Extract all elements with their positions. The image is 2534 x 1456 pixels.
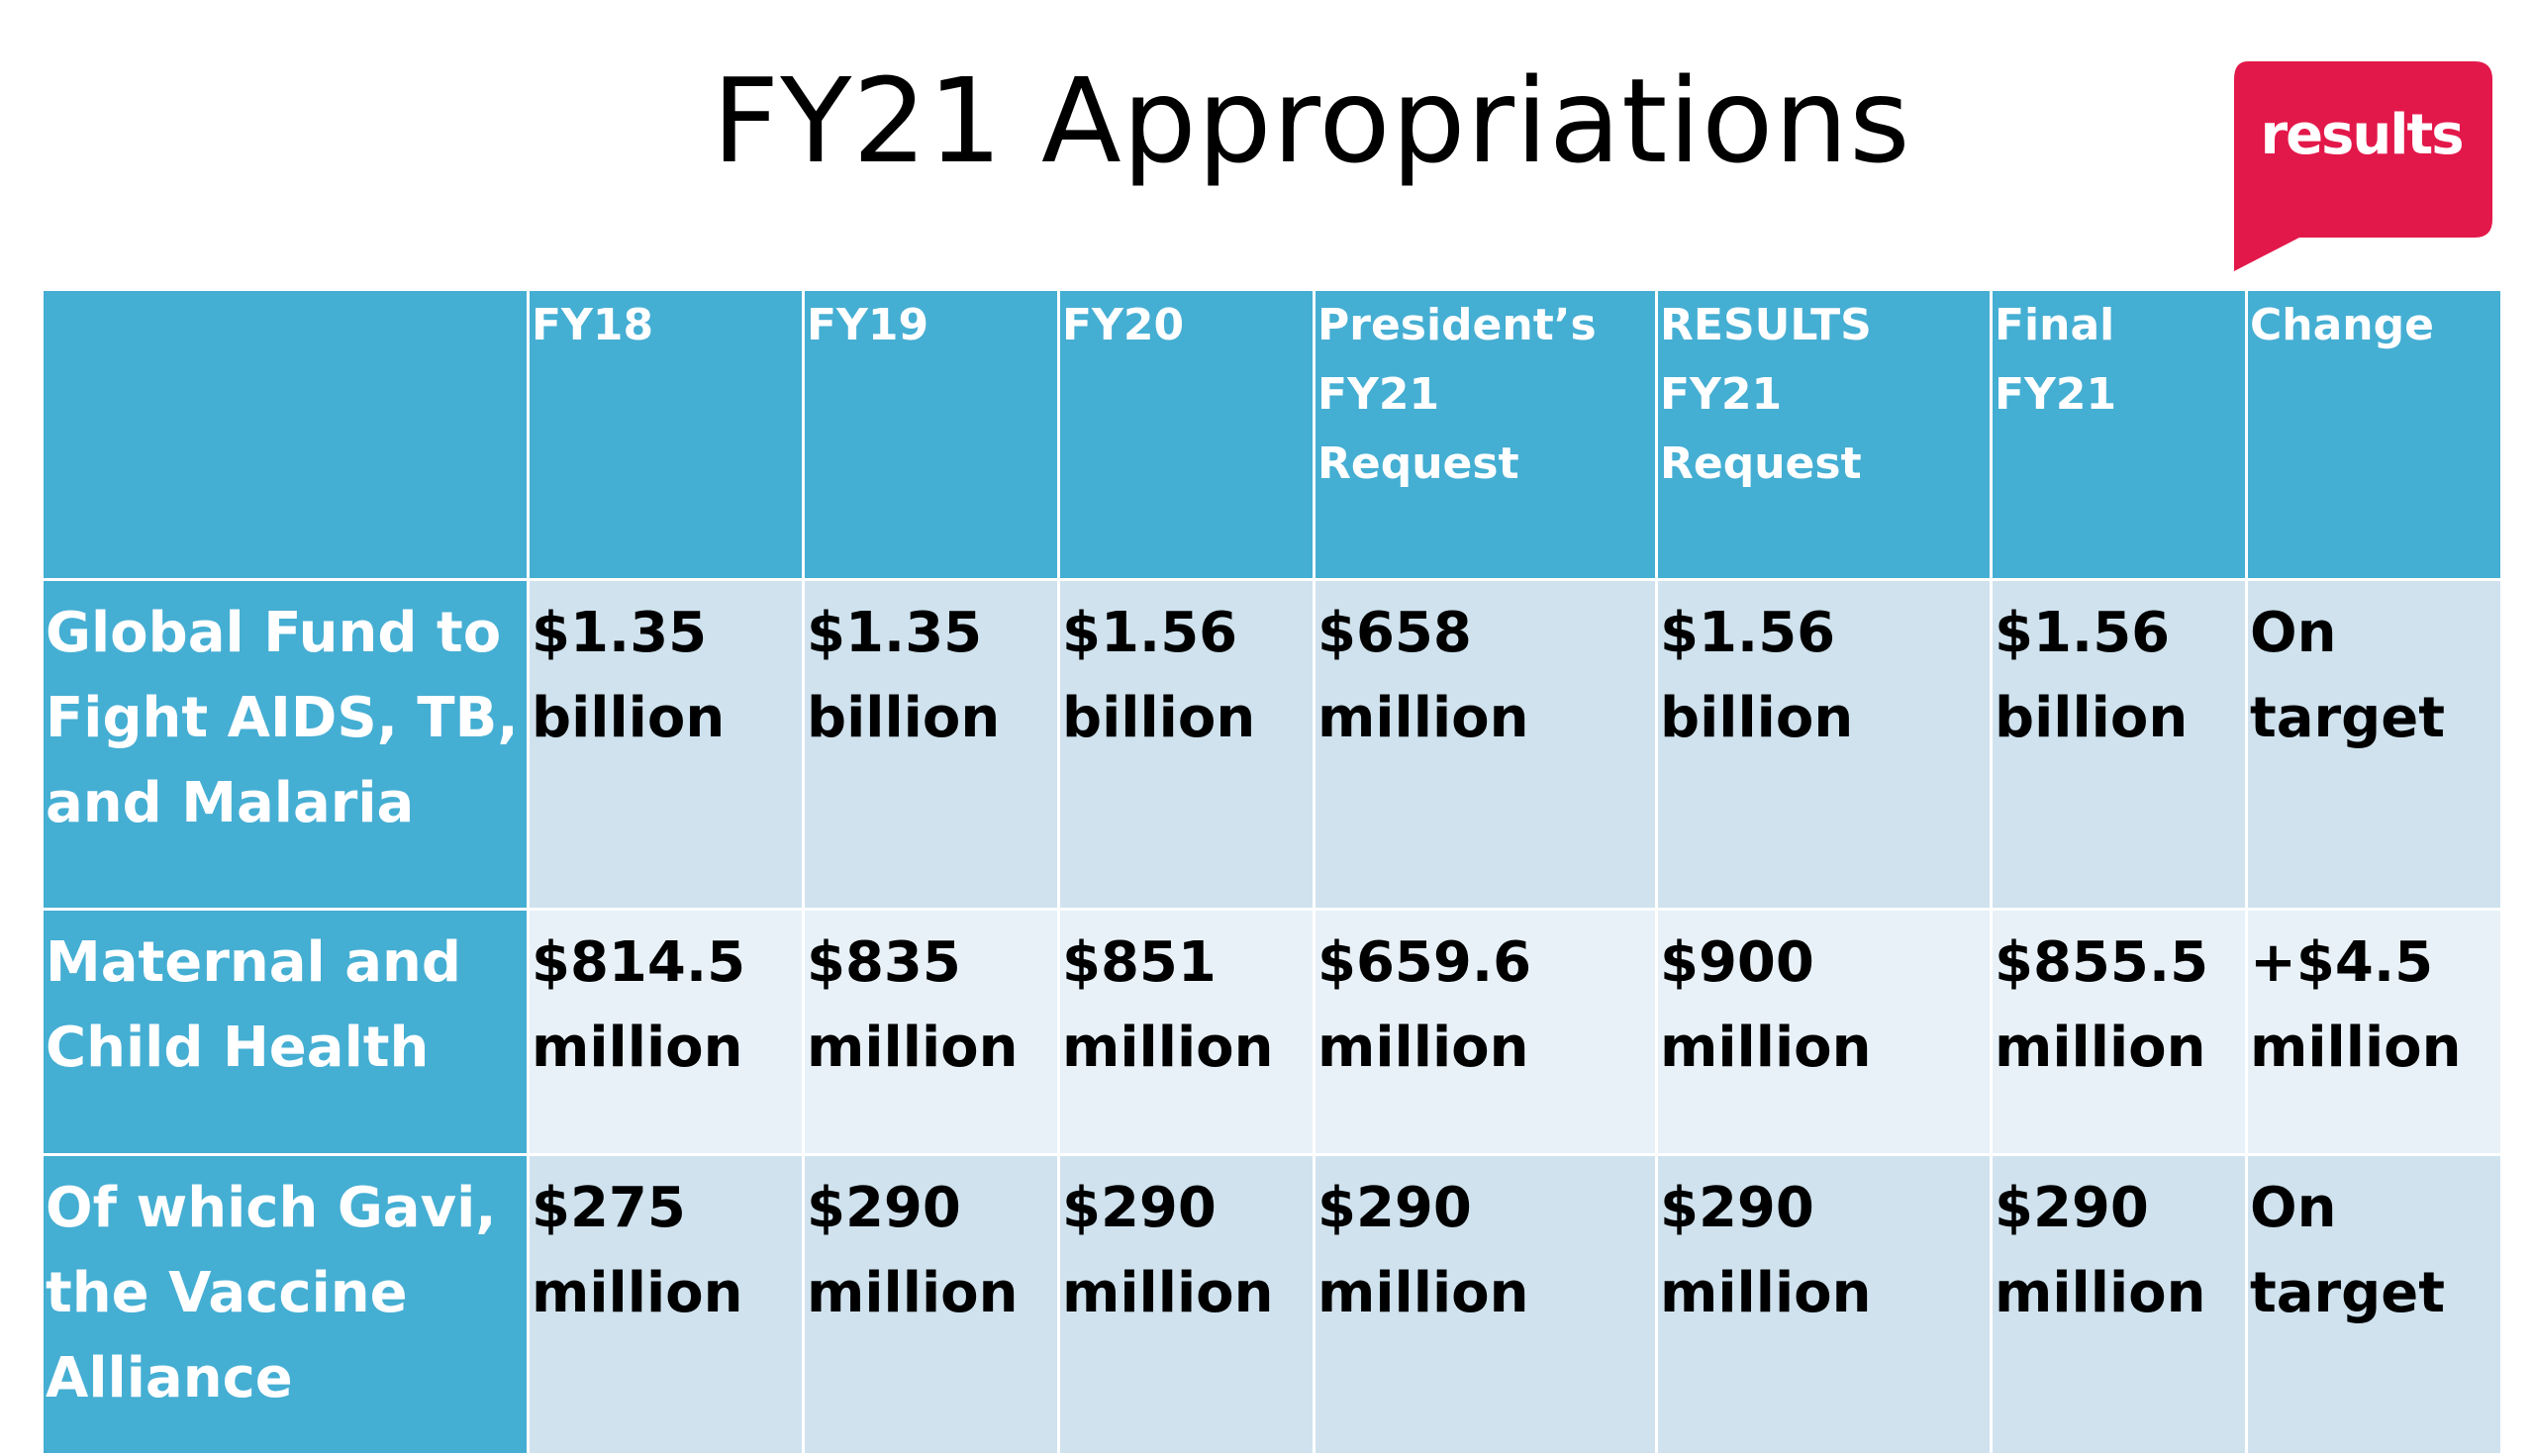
header-cell-fy19: FY19 <box>802 288 1060 581</box>
table-cell: $290 million <box>802 1153 1060 1456</box>
header-cell-change: Change <box>2245 288 2503 581</box>
table-cell: On target <box>2245 578 2503 911</box>
header-cell-fy18: FY18 <box>527 288 805 581</box>
row-label-maternal-child-health: Maternal and Child Health <box>41 908 530 1156</box>
header-cell-final-fy21: Final FY21 <box>1990 288 2248 581</box>
table-cell: $855.5 million <box>1990 908 2248 1156</box>
table-cell: $1.56 billion <box>1655 578 1993 911</box>
table-row: Of which Gavi, the Vaccine Alliance $275… <box>41 1153 2503 1456</box>
results-logo: results <box>2230 61 2492 273</box>
logo-text: results <box>2260 103 2464 167</box>
header-cell-blank <box>41 288 530 581</box>
header-cell-results-request: RESULTS FY21 Request <box>1655 288 1993 581</box>
table-cell: $814.5 million <box>527 908 805 1156</box>
table-header-row: FY18 FY19 FY20 President’s FY21 Request … <box>41 288 2503 581</box>
table-cell: $659.6 million <box>1313 908 1658 1156</box>
header-cell-presidents-request: President’s FY21 Request <box>1313 288 1658 581</box>
table-cell: $851 million <box>1057 908 1316 1156</box>
table-cell: $1.56 billion <box>1057 578 1316 911</box>
table-cell: $290 million <box>1655 1153 1993 1456</box>
header-cell-fy20: FY20 <box>1057 288 1316 581</box>
table-row: Global Fund to Fight AIDS, TB, and Malar… <box>41 578 2503 911</box>
row-label-global-fund: Global Fund to Fight AIDS, TB, and Malar… <box>41 578 530 911</box>
table-cell: $290 million <box>1313 1153 1658 1456</box>
table-cell: On target <box>2245 1153 2503 1456</box>
table-cell: $835 million <box>802 908 1060 1156</box>
table-row: Maternal and Child Health $814.5 million… <box>41 908 2503 1156</box>
table-cell: $275 million <box>527 1153 805 1456</box>
table-cell: $290 million <box>1057 1153 1316 1456</box>
table-cell: $290 million <box>1990 1153 2248 1456</box>
logo-speech-bubble-icon <box>2234 61 2492 271</box>
table-cell: $1.35 billion <box>527 578 805 911</box>
table-cell: $1.56 billion <box>1990 578 2248 911</box>
appropriations-table: FY18 FY19 FY20 President’s FY21 Request … <box>41 288 2503 1456</box>
table-cell: $900 million <box>1655 908 1993 1156</box>
table-cell: +$4.5 million <box>2245 908 2503 1156</box>
row-label-gavi: Of which Gavi, the Vaccine Alliance <box>41 1153 530 1456</box>
table-cell: $658 million <box>1313 578 1658 911</box>
slide-title: FY21 Appropriations <box>712 52 1911 189</box>
table-cell: $1.35 billion <box>802 578 1060 911</box>
